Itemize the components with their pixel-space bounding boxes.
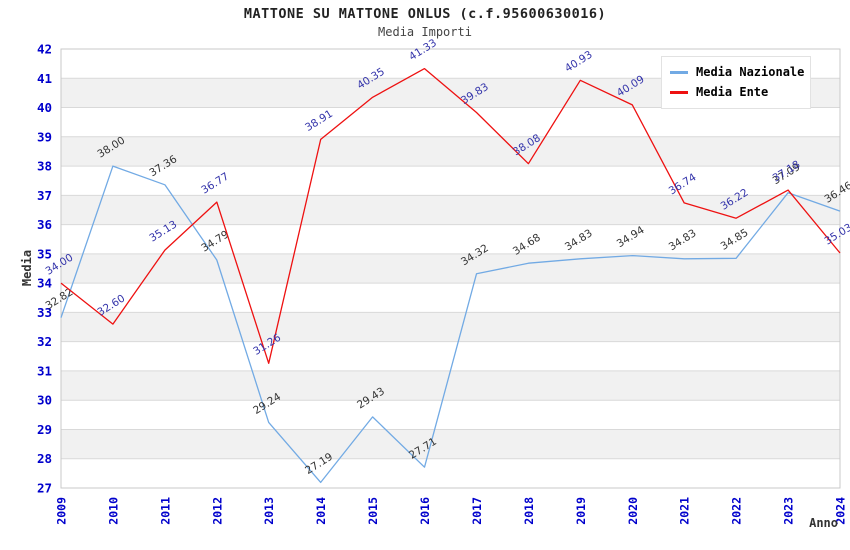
x-tick-label: 2011 xyxy=(158,497,172,525)
y-tick-label: 42 xyxy=(37,42,52,57)
y-tick-label: 35 xyxy=(37,246,52,261)
data-point-label: 34.83 xyxy=(667,227,699,253)
plot-border xyxy=(60,48,841,489)
x-tick-label: 2014 xyxy=(314,497,328,525)
chart-subtitle: Media Importi xyxy=(378,25,472,39)
x-tick-label: 2009 xyxy=(55,497,69,525)
chart-title: MATTONE SU MATTONE ONLUS (c.f.9560063001… xyxy=(243,6,607,22)
data-point-label: 34.85 xyxy=(719,227,751,253)
y-tick-label: 32 xyxy=(37,334,52,349)
x-tick-label: 2015 xyxy=(366,497,380,525)
legend-label-media-nazionale: Media Nazionale xyxy=(696,65,805,79)
media-nazionale-line-swatch xyxy=(670,70,688,74)
data-point-label: 40.93 xyxy=(563,49,595,75)
y-tick-label: 41 xyxy=(37,71,52,86)
data-point-label: 36.77 xyxy=(199,170,231,196)
x-tick-label: 2023 xyxy=(782,497,796,525)
data-point-label: 34.83 xyxy=(563,227,595,253)
legend-item-media-nazionale: Media Nazionale xyxy=(670,62,805,82)
x-tick-label: 2013 xyxy=(262,497,276,525)
grid-band xyxy=(61,370,840,401)
data-point-label: 38.91 xyxy=(303,108,335,134)
y-tick-label: 29 xyxy=(37,422,52,437)
x-axis-title: Anno xyxy=(809,516,838,530)
data-point-label: 41.33 xyxy=(407,37,439,63)
legend: Media Nazionale Media Ente xyxy=(661,56,811,109)
grid-band xyxy=(61,429,840,459)
y-tick-label: 37 xyxy=(37,188,52,203)
x-tick-label: 2010 xyxy=(106,497,120,525)
x-tick-label: 2018 xyxy=(522,497,536,525)
legend-item-media-ente: Media Ente xyxy=(670,82,802,102)
legend-label-media-ente: Media Ente xyxy=(696,85,769,99)
y-tick-label: 30 xyxy=(37,393,52,408)
y-tick-label: 40 xyxy=(37,100,52,115)
data-point-label: 34.94 xyxy=(615,224,647,250)
series-line-media-nazionale xyxy=(60,165,841,484)
y-axis-title: Media xyxy=(20,249,34,287)
x-tick-label: 2012 xyxy=(210,497,224,525)
y-tick-label: 31 xyxy=(37,363,52,378)
grid-band xyxy=(61,136,840,167)
y-tick-label: 38 xyxy=(37,159,52,174)
y-tick-label: 28 xyxy=(37,451,52,466)
x-tick-label: 2019 xyxy=(574,497,588,525)
y-tick-label: 27 xyxy=(37,481,52,496)
y-tick-label: 34 xyxy=(37,276,52,291)
y-tick-label: 39 xyxy=(37,129,52,144)
series-line-media-ente xyxy=(60,67,841,364)
y-tick-label: 33 xyxy=(37,305,52,320)
grid-band xyxy=(61,312,840,342)
y-tick-label: 36 xyxy=(37,217,52,232)
data-point-label: 35.03 xyxy=(822,221,850,247)
x-tick-label: 2020 xyxy=(626,497,640,525)
x-tick-label: 2016 xyxy=(418,497,432,525)
media-ente-line-swatch xyxy=(670,90,688,94)
x-tick-label: 2021 xyxy=(678,497,692,525)
x-tick-label: 2024 xyxy=(834,497,848,525)
x-tick-label: 2022 xyxy=(730,497,744,525)
x-tick-label: 2017 xyxy=(470,497,484,525)
data-point-label: 36.74 xyxy=(667,171,699,197)
